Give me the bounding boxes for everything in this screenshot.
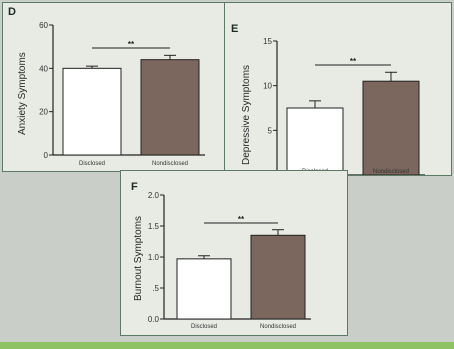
panel-letter: F <box>131 181 138 193</box>
panel-letter: E <box>231 23 239 35</box>
slide-footer-bar <box>0 342 454 349</box>
panel-letter: D <box>8 6 16 18</box>
chart-f: 0.0 .5 1.0 1.5 2.0 Disclosed Nondisclosed ** <box>148 191 311 330</box>
y-tick-label: 5 <box>268 126 273 135</box>
panel-d: D Anxiety Symptoms 0 20 40 60 Disclosed Nondi… <box>2 2 226 172</box>
y-tick-label: 1.0 <box>148 253 160 262</box>
y-tick-label: 10 <box>263 82 272 91</box>
significance-marker: ** <box>128 40 135 49</box>
panel-f: F Burnout Symptoms 0.0.5 1.0 1.5 2.0 Disclos… <box>120 170 348 336</box>
y-tick-label: 0.0 <box>148 315 160 324</box>
category-label: Nondisclosed <box>260 324 296 330</box>
bar-nondisclosed <box>250 234 306 320</box>
y-tick-label: 20 <box>39 108 48 117</box>
category-label: Disclosed <box>191 324 217 330</box>
category-label: Nondisclosed <box>152 161 188 167</box>
significance-marker: ** <box>238 215 245 224</box>
y-tick-label: 0 <box>44 151 49 160</box>
y-tick-label: 15 <box>263 37 272 46</box>
bar-disclosed <box>176 258 232 320</box>
bar-disclosed <box>286 107 344 175</box>
bar-nondisclosed <box>140 59 200 156</box>
category-label: Nondisclosed <box>373 169 409 175</box>
chart-d: 0 20 40 60 Disclosed Nondisclosed ** <box>39 21 205 167</box>
significance-marker: ** <box>350 57 357 66</box>
chart-e: 051015DisclosedNondisclosed** <box>263 37 425 175</box>
bar-disclosed <box>62 67 122 156</box>
y-tick-label: 40 <box>39 64 48 73</box>
y-tick-label: .5 <box>152 284 159 293</box>
y-tick-label: 1.5 <box>148 222 160 231</box>
panel-e: E Depressive Symptoms 051015DisclosedNon… <box>224 2 452 176</box>
category-label: Disclosed <box>79 161 105 167</box>
y-tick-label: 60 <box>39 21 48 30</box>
y-tick-label: 2.0 <box>148 191 160 200</box>
bar-nondisclosed <box>362 80 420 175</box>
